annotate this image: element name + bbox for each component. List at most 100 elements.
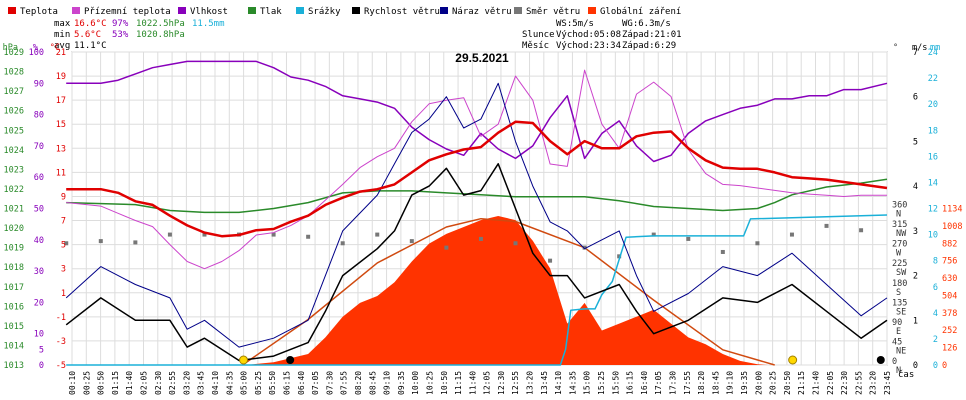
x-tick-label: 17:30 [669, 371, 678, 395]
y-tick-label-pct: 90 [34, 79, 44, 89]
temperature-line [66, 120, 888, 238]
wind-direction-point [98, 239, 103, 244]
x-tick-label: 19:35 [740, 371, 749, 395]
wind-direction-point [133, 240, 138, 245]
x-tick-label: 00:50 [97, 371, 106, 395]
stat-min-hum: 53% [112, 30, 129, 40]
humidity-line [66, 60, 888, 163]
stat-max-rain: 11.5mm [192, 19, 225, 29]
y-tick-label-degc: 11 [56, 168, 66, 178]
legend-swatch [248, 7, 256, 14]
wind-direction-point [444, 245, 449, 250]
moon-label: Měsíc [522, 41, 549, 51]
wind-direction-point [340, 241, 345, 246]
x-tick-label: 05:50 [268, 371, 277, 395]
legend-label: Globální záření [600, 7, 681, 17]
axis-unit-mm: mm [930, 43, 940, 53]
stat-max-hum: 97% [112, 19, 129, 29]
x-tick-label: 04:35 [225, 371, 234, 395]
wind-direction-point [686, 236, 691, 241]
y-tick-label-hpa: 1019 [4, 244, 24, 254]
x-tick-label: 15:00 [583, 371, 592, 395]
x-tick-label: 01:15 [111, 371, 120, 395]
wind-direction-point [409, 239, 414, 244]
stat-min-label: min [54, 30, 70, 40]
y-tick-label-degc: 13 [56, 144, 66, 154]
x-tick-label: 12:05 [483, 371, 492, 395]
y-tick-label-hpa: 1025 [4, 126, 24, 136]
x-tick-label: 07:55 [340, 371, 349, 395]
legend-label: Vlhkost [190, 7, 228, 17]
x-tick-label: 17:55 [683, 371, 692, 395]
y-tick-label-degc: 19 [56, 72, 66, 82]
stat-max-label: max [54, 19, 71, 29]
y-tick-label-degc: 17 [56, 96, 66, 106]
x-tick-label: 03:20 [182, 371, 191, 395]
y-tick-label-wm2: 1134 [942, 205, 962, 215]
plot-area [64, 51, 888, 366]
y-tick-label-wm2: 630 [942, 274, 957, 284]
x-tick-label: 21:40 [812, 371, 821, 395]
y-tick-label-hpa: 1020 [4, 224, 24, 234]
y-tick-label-wm2: 0 [942, 361, 947, 371]
y-tick-label-deg: 315 [892, 220, 907, 230]
y-tick-label-hpa: 1028 [4, 68, 24, 78]
x-tick-label: 16:15 [626, 371, 635, 395]
y-tick-label-mm: 14 [928, 178, 938, 188]
y-tick-label-pct: 0 [39, 361, 44, 371]
info-block: WS:5m/s WG:6.3m/s Slunce Východ:05:08 Zá… [522, 19, 682, 51]
sun-rise: Východ:05:08 [556, 30, 621, 40]
axis-unit-pct: % [33, 43, 38, 53]
y-tick-label-degc: -3 [56, 337, 66, 347]
wind-speed-line [65, 163, 888, 362]
wind-direction-point [167, 232, 172, 237]
moonset-marker [286, 356, 295, 364]
y-tick-label-wm2: 252 [942, 326, 957, 336]
x-axis-label: čas [898, 369, 914, 380]
y-tick-label-dir: N [896, 366, 901, 376]
legend-label: Rychlost větru [364, 7, 440, 17]
x-tick-label: 10:00 [411, 371, 420, 395]
axis-unit-ms: m/s [912, 43, 927, 53]
y-tick-label-mm: 20 [928, 100, 938, 110]
x-tick-label: 22:05 [826, 371, 835, 395]
x-tick-label: 14:10 [554, 371, 563, 395]
x-tick-label: 07:30 [325, 371, 334, 395]
y-tick-label-wm2: 882 [942, 239, 957, 249]
rain-line [66, 214, 888, 366]
stat-max-temp: 16.6°C [74, 19, 107, 29]
y-tick-label-hpa: 1027 [4, 87, 24, 97]
y-tick-label-degc: 9 [61, 192, 66, 202]
legend-label: Tlak [260, 7, 282, 17]
pressure-line [66, 178, 888, 214]
x-tick-label: 08:20 [354, 371, 363, 395]
y-tick-label-deg: 45 [892, 337, 902, 347]
y-tick-label-wm2: 756 [942, 257, 957, 267]
y-tick-label-mm: 16 [928, 152, 938, 162]
x-tick-label: 14:35 [568, 371, 577, 395]
x-tick-label: 02:55 [168, 371, 177, 395]
x-tick-label: 17:05 [654, 371, 663, 395]
x-tick-label: 07:05 [311, 371, 320, 395]
sunrise-marker [239, 355, 249, 365]
y-tick-label-pct: 100 [29, 48, 44, 58]
wind-direction-point [720, 249, 725, 254]
y-tick-label-deg: 360 [892, 201, 907, 211]
stat-avg-label: avg [54, 41, 70, 51]
y-tick-label-ms: 7 [913, 48, 918, 58]
y-tick-label-ms: 1 [913, 316, 918, 326]
y-tick-label-hpa: 1021 [4, 205, 24, 215]
y-tick-label-deg: 180 [892, 279, 907, 289]
wind-direction-point [306, 234, 311, 239]
x-tick-label: 00:25 [82, 371, 91, 395]
sunset-marker [788, 355, 798, 365]
moonrise-marker [876, 356, 885, 364]
sun-label: Slunce [522, 30, 555, 40]
x-tick-label: 20:50 [783, 371, 792, 395]
legend-swatch [72, 7, 80, 14]
wind-direction-point [375, 232, 380, 237]
wind-direction-point [513, 241, 518, 246]
legend-swatch [352, 7, 360, 14]
